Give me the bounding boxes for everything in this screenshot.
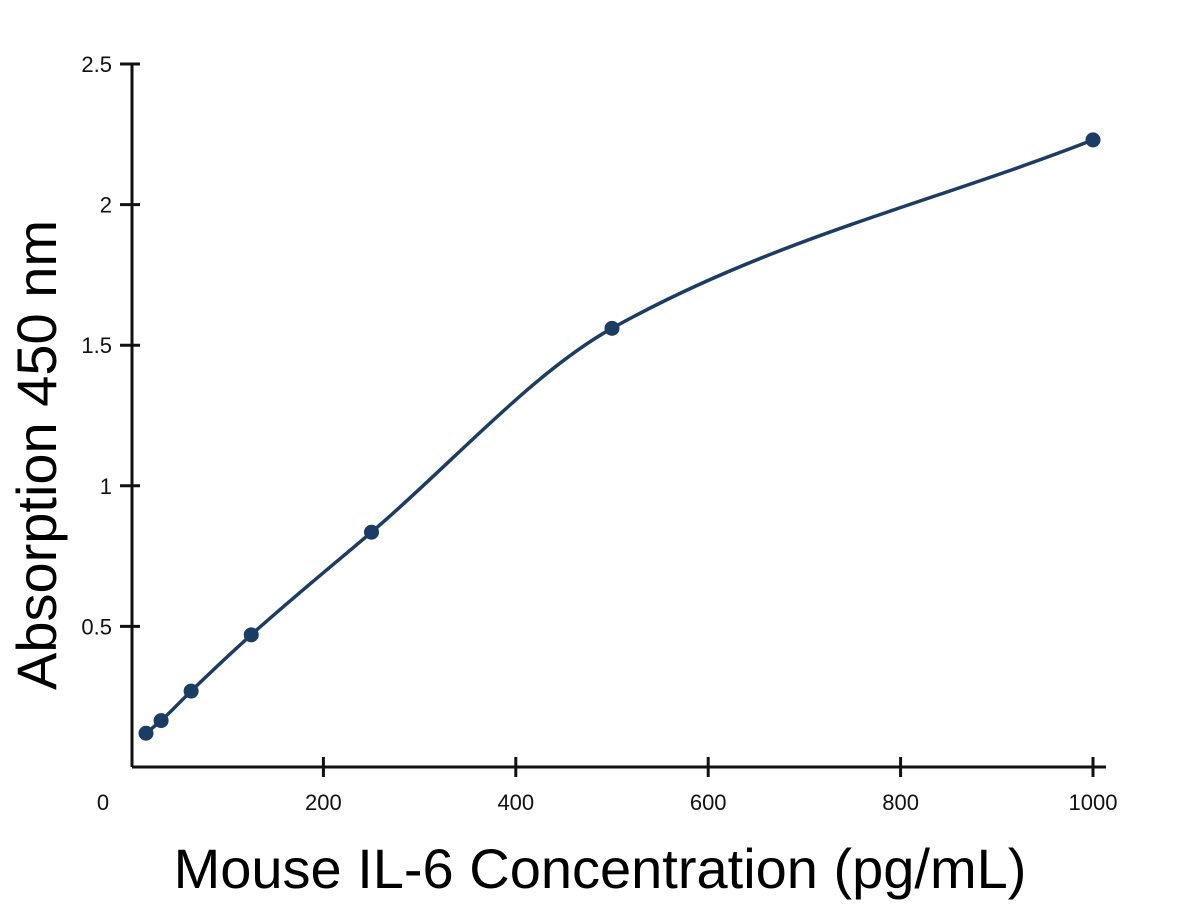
x-axis: 0 200 400 600 800 1000 <box>97 757 1118 815</box>
y-tick-label: 1 <box>100 474 112 499</box>
fit-curve <box>144 138 1094 735</box>
x-axis-title: Mouse IL-6 Concentration (pg/mL) <box>174 837 1027 900</box>
data-point <box>243 627 259 643</box>
y-axis: 0.5 1 1.5 2 2.5 <box>81 52 140 767</box>
y-tick-label: 2.5 <box>81 52 112 77</box>
x-tick-label: 600 <box>690 790 727 815</box>
x-tick-label: 1000 <box>1069 790 1118 815</box>
data-point <box>153 713 169 729</box>
x-tick-label: 0 <box>97 790 109 815</box>
x-tick-label: 200 <box>305 790 342 815</box>
x-ticks: 0 200 400 600 800 1000 <box>97 757 1118 815</box>
x-tick-label: 400 <box>497 790 534 815</box>
plot-area <box>138 132 1101 741</box>
data-point <box>604 320 620 336</box>
data-point <box>364 524 379 540</box>
data-point <box>1085 132 1101 148</box>
y-ticks: 0.5 1 1.5 2 2.5 <box>81 52 140 639</box>
y-tick-label: 0.5 <box>81 614 112 639</box>
y-tick-label: 2 <box>100 193 112 218</box>
data-point <box>138 725 154 741</box>
y-tick-label: 1.5 <box>81 333 112 358</box>
y-axis-title: Absorption 450 nm <box>5 220 68 690</box>
data-point <box>183 683 199 699</box>
x-tick-label: 800 <box>882 790 919 815</box>
